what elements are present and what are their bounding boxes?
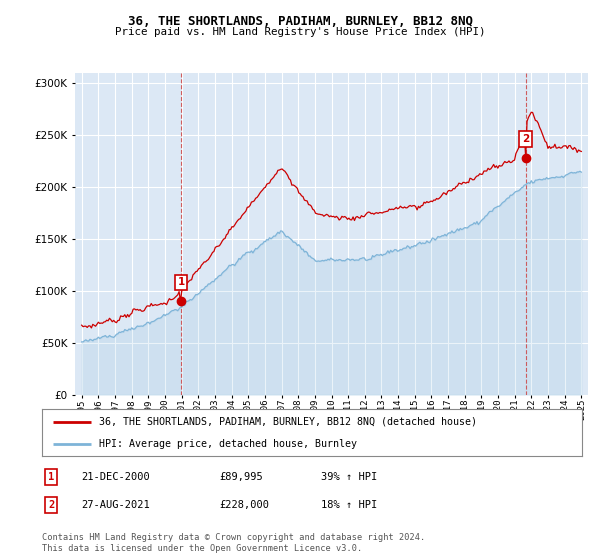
Text: £89,995: £89,995: [219, 472, 263, 482]
Text: 27-AUG-2021: 27-AUG-2021: [81, 500, 150, 510]
Text: Contains HM Land Registry data © Crown copyright and database right 2024.
This d: Contains HM Land Registry data © Crown c…: [42, 533, 425, 553]
Text: 21-DEC-2000: 21-DEC-2000: [81, 472, 150, 482]
Text: 1: 1: [178, 277, 185, 287]
Text: 2: 2: [48, 500, 54, 510]
Text: £228,000: £228,000: [219, 500, 269, 510]
Text: 2: 2: [522, 134, 529, 144]
Text: 36, THE SHORTLANDS, PADIHAM, BURNLEY, BB12 8NQ (detached house): 36, THE SHORTLANDS, PADIHAM, BURNLEY, BB…: [99, 417, 477, 427]
Text: HPI: Average price, detached house, Burnley: HPI: Average price, detached house, Burn…: [99, 438, 357, 449]
Text: 39% ↑ HPI: 39% ↑ HPI: [321, 472, 377, 482]
Text: Price paid vs. HM Land Registry's House Price Index (HPI): Price paid vs. HM Land Registry's House …: [115, 27, 485, 37]
Text: 1: 1: [48, 472, 54, 482]
Text: 36, THE SHORTLANDS, PADIHAM, BURNLEY, BB12 8NQ: 36, THE SHORTLANDS, PADIHAM, BURNLEY, BB…: [128, 15, 473, 28]
Text: 18% ↑ HPI: 18% ↑ HPI: [321, 500, 377, 510]
